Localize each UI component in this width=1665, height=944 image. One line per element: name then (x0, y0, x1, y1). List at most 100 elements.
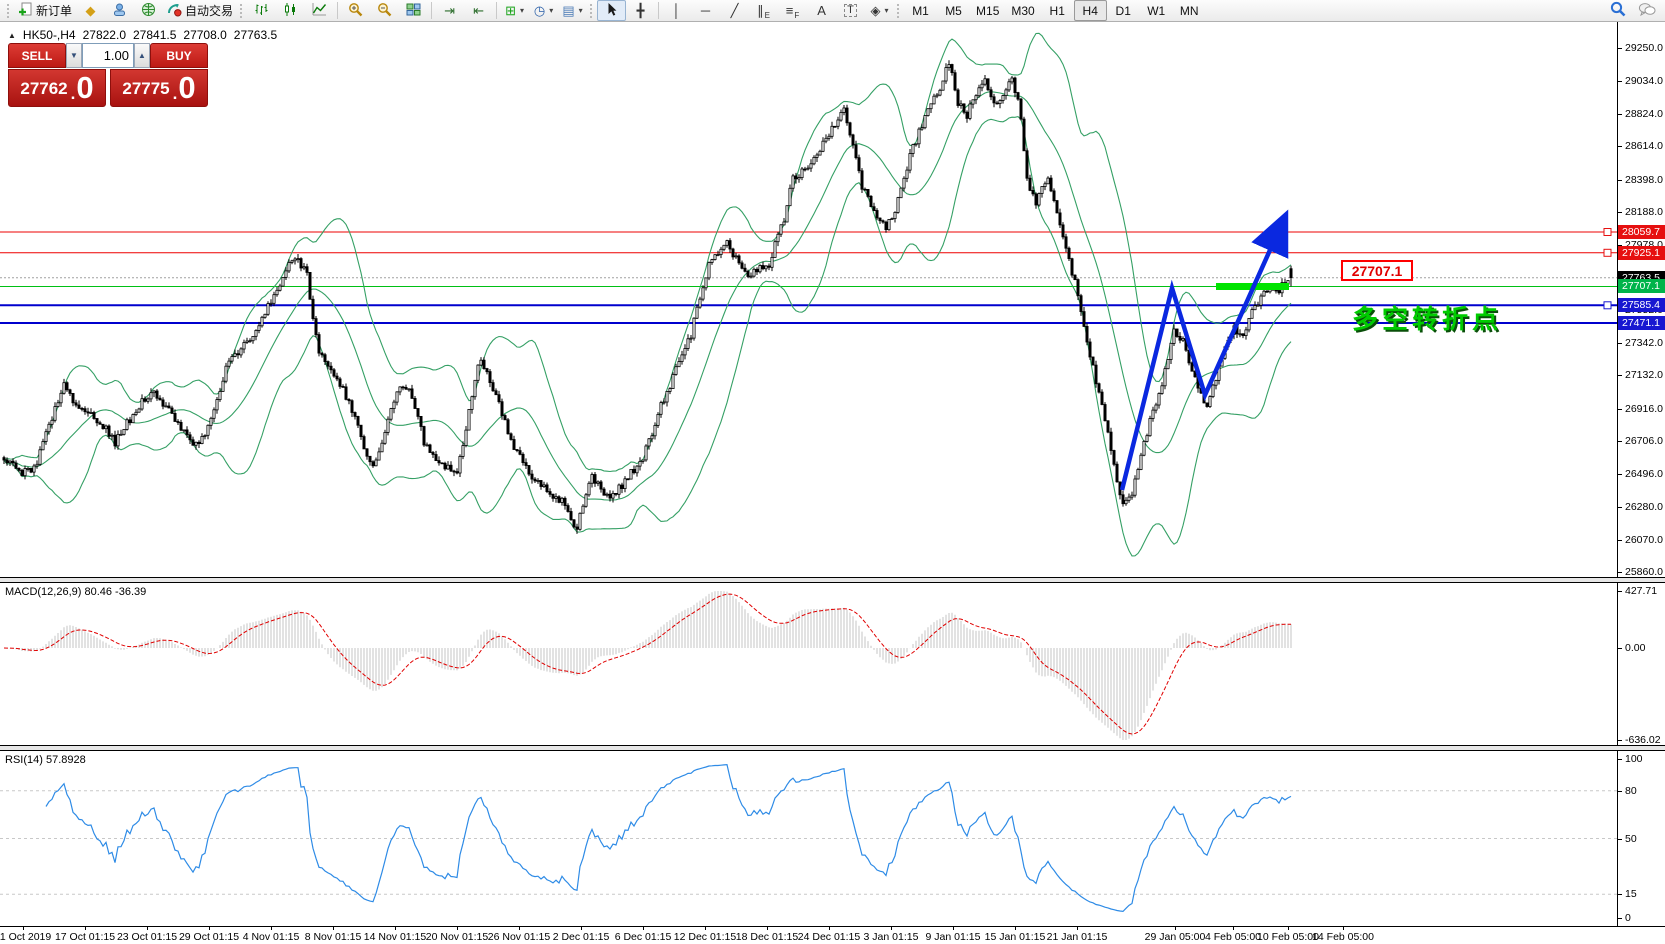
pane-splitter[interactable] (0, 746, 1665, 750)
rsi-axis[interactable]: 100 80 50 15 0 (1617, 751, 1665, 926)
timeframe-mn[interactable]: MN (1173, 0, 1206, 21)
equidistant-channel-button[interactable]: ∥ E (749, 0, 778, 21)
toolbar-grip[interactable] (896, 2, 901, 19)
icon-subscript: E (764, 11, 770, 20)
rsi-levels (0, 790, 1617, 895)
collapse-panel-icon[interactable]: ▲ (8, 30, 16, 40)
dropdown-arrow-icon[interactable]: ▾ (519, 6, 524, 15)
horizontal-line-button[interactable]: ─ (691, 0, 720, 21)
periods-button[interactable]: ◷ ▾ (529, 0, 558, 21)
sell-button[interactable]: SELL (8, 43, 66, 68)
time-axis-label: 23 Oct 01:15 (116, 931, 178, 943)
dropdown-arrow-icon[interactable]: ▾ (884, 6, 889, 15)
search-button[interactable] (1603, 0, 1632, 21)
indicators-button[interactable]: ⊞ ▾ (500, 0, 529, 21)
turning-point-annotation[interactable]: 多空转折点 (1352, 304, 1503, 334)
zoom-out-button[interactable] (370, 0, 399, 21)
timeframe-h4[interactable]: H4 (1073, 0, 1107, 21)
time-axis-label: 4 Nov 01:15 (242, 931, 300, 943)
ohlc-header: ▲ HK50-,H4 27822.0 27841.5 27708.0 27763… (8, 28, 277, 42)
rsi-tick (1618, 759, 1622, 760)
buy-button[interactable]: BUY (150, 43, 208, 68)
pane-splitter[interactable] (0, 578, 1665, 582)
time-axis-label: 12 Dec 01:15 (673, 931, 737, 943)
trend-arrow[interactable] (1119, 209, 1289, 491)
price-tick-label: 27132.0 (1625, 369, 1663, 381)
volume-input[interactable] (82, 43, 134, 68)
cursor-button[interactable] (597, 0, 627, 21)
timeframe-mn-label: MN (1179, 3, 1199, 18)
timeframe-m30[interactable]: M30 (1005, 0, 1040, 21)
text-label-button[interactable]: T (836, 0, 865, 21)
bar-chart-type-button[interactable] (247, 0, 276, 21)
price-callout-label[interactable]: 27707.1 (1341, 260, 1413, 281)
chat-button[interactable] (1632, 0, 1661, 21)
price-tick-label: 27342.0 (1625, 337, 1663, 349)
time-axis-label: 11 Oct 2019 (0, 931, 52, 943)
main-plot[interactable] (0, 22, 1617, 577)
time-tick (85, 927, 86, 930)
timeframe-m15[interactable]: M15 (970, 0, 1005, 21)
time-axis-label: 9 Jan 01:15 (925, 931, 981, 943)
timeframe-m30-label: M30 (1011, 3, 1035, 18)
zoom-in-button[interactable] (341, 0, 370, 21)
time-axis[interactable]: 11 Oct 2019 17 Oct 01:15 23 Oct 01:15 29 Oc… (0, 927, 1665, 944)
toolbar-grip[interactable] (6, 2, 10, 19)
toolbar-grip[interactable] (239, 2, 244, 19)
volume-decrease-button[interactable]: ▼ (66, 43, 82, 68)
time-axis-label: 15 Jan 01:15 (984, 931, 1046, 943)
rsi-plot[interactable] (0, 751, 1617, 926)
toolbar-grip[interactable] (589, 2, 594, 19)
macd-tick (1618, 740, 1622, 741)
fibonacci-button[interactable]: ≡ F (778, 0, 807, 21)
trendline-button[interactable]: ╱ (720, 0, 749, 21)
timeframe-m15-label: M15 (976, 3, 1000, 18)
volume-increase-button[interactable]: ▲ (134, 43, 150, 68)
community-button[interactable] (134, 0, 163, 21)
new-order-button[interactable]: 新订单 (14, 0, 76, 21)
timeframe-w1[interactable]: W1 (1140, 0, 1173, 21)
zoom-in-icon (348, 2, 363, 20)
dropdown-arrow-icon[interactable]: ▾ (578, 6, 583, 15)
text-button[interactable]: A (807, 0, 836, 21)
chart-shift-button[interactable]: ⇤ (464, 0, 493, 21)
line-chart-type-button[interactable] (305, 0, 334, 21)
timeframe-d1[interactable]: D1 (1107, 0, 1140, 21)
macd-axis[interactable]: 427.71 0.00 -636.02 (1617, 583, 1665, 746)
price-tick (1618, 180, 1622, 181)
candlestick-type-button[interactable] (276, 0, 305, 21)
indicators-icon: ⊞ (505, 3, 516, 18)
templates-icon: ▤ (562, 3, 575, 18)
price-tick (1618, 212, 1622, 213)
time-tick (1233, 927, 1234, 930)
time-axis-label: 21 Jan 01:15 (1046, 931, 1108, 943)
line-handle (1603, 228, 1612, 236)
toolbar-separator (431, 2, 433, 19)
zoom-out-icon (377, 2, 392, 20)
time-tick (271, 927, 272, 930)
timeframe-m5[interactable]: M5 (937, 0, 970, 21)
price-axis[interactable]: 29250.0 29034.0 28824.0 28614.0 28398.0 28188… (1617, 22, 1665, 578)
tile-windows-button[interactable] (399, 0, 428, 21)
dropdown-arrow-icon[interactable]: ▾ (549, 6, 554, 15)
arrows-icon: ◈ (870, 3, 881, 18)
community-icon (141, 2, 156, 20)
icon-subscript: F (794, 11, 800, 20)
autotrading-button[interactable]: 自动交易 (163, 0, 237, 21)
price-tick (1618, 114, 1622, 115)
navigator-button[interactable] (105, 0, 134, 21)
buy-price-button[interactable]: 27775 . 0 (110, 69, 208, 107)
timeframe-h1[interactable]: H1 (1041, 0, 1074, 21)
vertical-line-button[interactable]: │ (662, 0, 691, 21)
market-watch-button[interactable]: ◆ (76, 0, 105, 21)
time-tick (767, 927, 768, 930)
sell-price-big-digit: 0 (76, 70, 94, 105)
macd-histogram (6, 591, 1292, 740)
timeframe-m1[interactable]: M1 (904, 0, 937, 21)
crosshair-button[interactable]: ╋ (626, 0, 655, 21)
templates-button[interactable]: ▤ ▾ (558, 0, 587, 21)
arrows-button[interactable]: ◈ ▾ (865, 0, 894, 21)
auto-scroll-button[interactable]: ⇥ (435, 0, 464, 21)
macd-plot[interactable] (0, 583, 1617, 745)
sell-price-button[interactable]: 27762 . 0 (8, 69, 106, 107)
